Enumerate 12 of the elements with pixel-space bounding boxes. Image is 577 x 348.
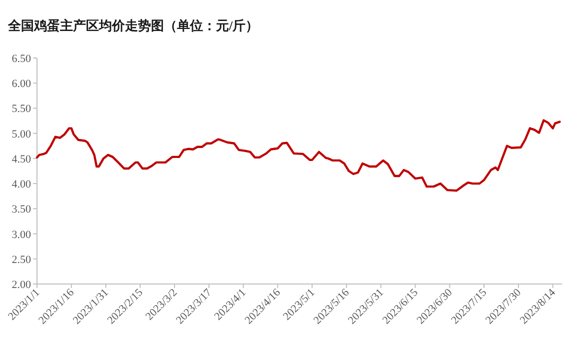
chart-title: 全国鸡蛋主产区均价走势图（单位：元/斤） <box>7 18 259 33</box>
y-tick-label: 6.50 <box>12 53 32 65</box>
y-tick-label: 2.00 <box>12 279 32 291</box>
y-tick-label: 4.50 <box>12 153 32 166</box>
y-tick-label: 3.00 <box>12 228 32 241</box>
y-tick-label: 4.00 <box>12 178 32 191</box>
line-series <box>36 119 561 192</box>
y-tick-label: 2.50 <box>12 254 32 266</box>
y-tick-label: 5.50 <box>12 103 32 116</box>
y-tick-label: 3.50 <box>12 204 32 216</box>
y-tick-label: 6.00 <box>12 78 32 90</box>
y-tick-label: 5.00 <box>12 128 32 140</box>
